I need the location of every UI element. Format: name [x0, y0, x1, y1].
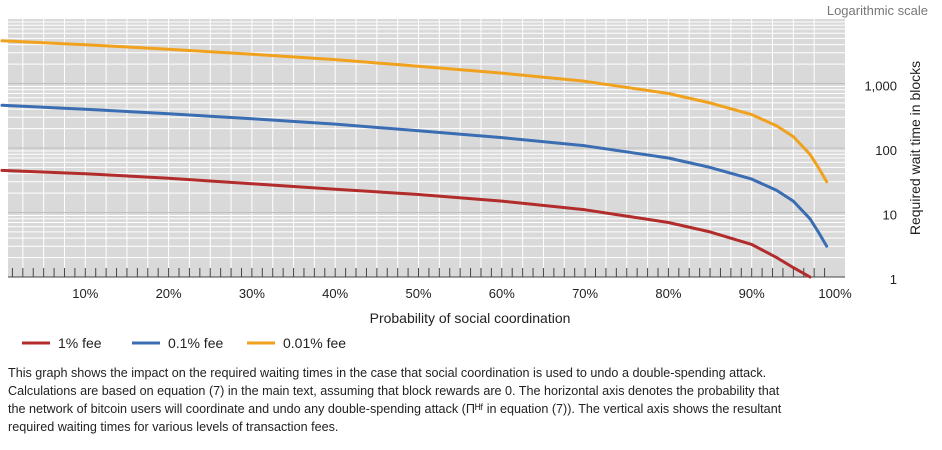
legend-label-2: 0.1% fee [168, 335, 223, 351]
x-tick-label: 20% [156, 286, 182, 301]
x-tick-label: 100% [818, 286, 852, 301]
series-line-3 [0, 39, 829, 184]
x-axis-label: Probability of social coordination [370, 310, 571, 326]
series-line-2 [0, 103, 829, 248]
y-tick-label: 10 [883, 208, 897, 223]
legend-label-3: 0.01% fee [283, 335, 346, 351]
x-tick-label: 10% [72, 286, 98, 301]
series-line-1 [0, 168, 812, 279]
x-tick-label: 90% [739, 286, 765, 301]
x-tick-label: 80% [655, 286, 681, 301]
x-tick-label: 70% [572, 286, 598, 301]
legend-label-1: 1% fee [58, 335, 102, 351]
caption-line-1: This graph shows the impact on the requi… [8, 366, 767, 380]
x-tick-label: 40% [322, 286, 348, 301]
caption-line-2: Calculations are based on equation (7) i… [8, 384, 780, 398]
scale-note: Logarithmic scale [826, 3, 928, 18]
chart: 10% 20% 30% 40% 50% 60% 70% 80% 90% 100% 1 10 100 1,0… [0, 19, 923, 351]
y-tick-label: 1,000 [864, 79, 897, 94]
x-tick-label: 50% [405, 286, 431, 301]
y-tick-label: 100 [875, 143, 897, 158]
x-tick-label: 60% [489, 286, 515, 301]
y-tick-label: 1 [890, 272, 897, 287]
y-axis-label: Required wait time in blocks [907, 61, 923, 235]
caption-line-3: the network of bitcoin users will coordi… [8, 402, 782, 416]
x-tick-label: 30% [239, 286, 265, 301]
figure-caption: This graph shows the impact on the requi… [8, 364, 934, 436]
caption-line-4: required waiting times for various level… [8, 420, 339, 434]
